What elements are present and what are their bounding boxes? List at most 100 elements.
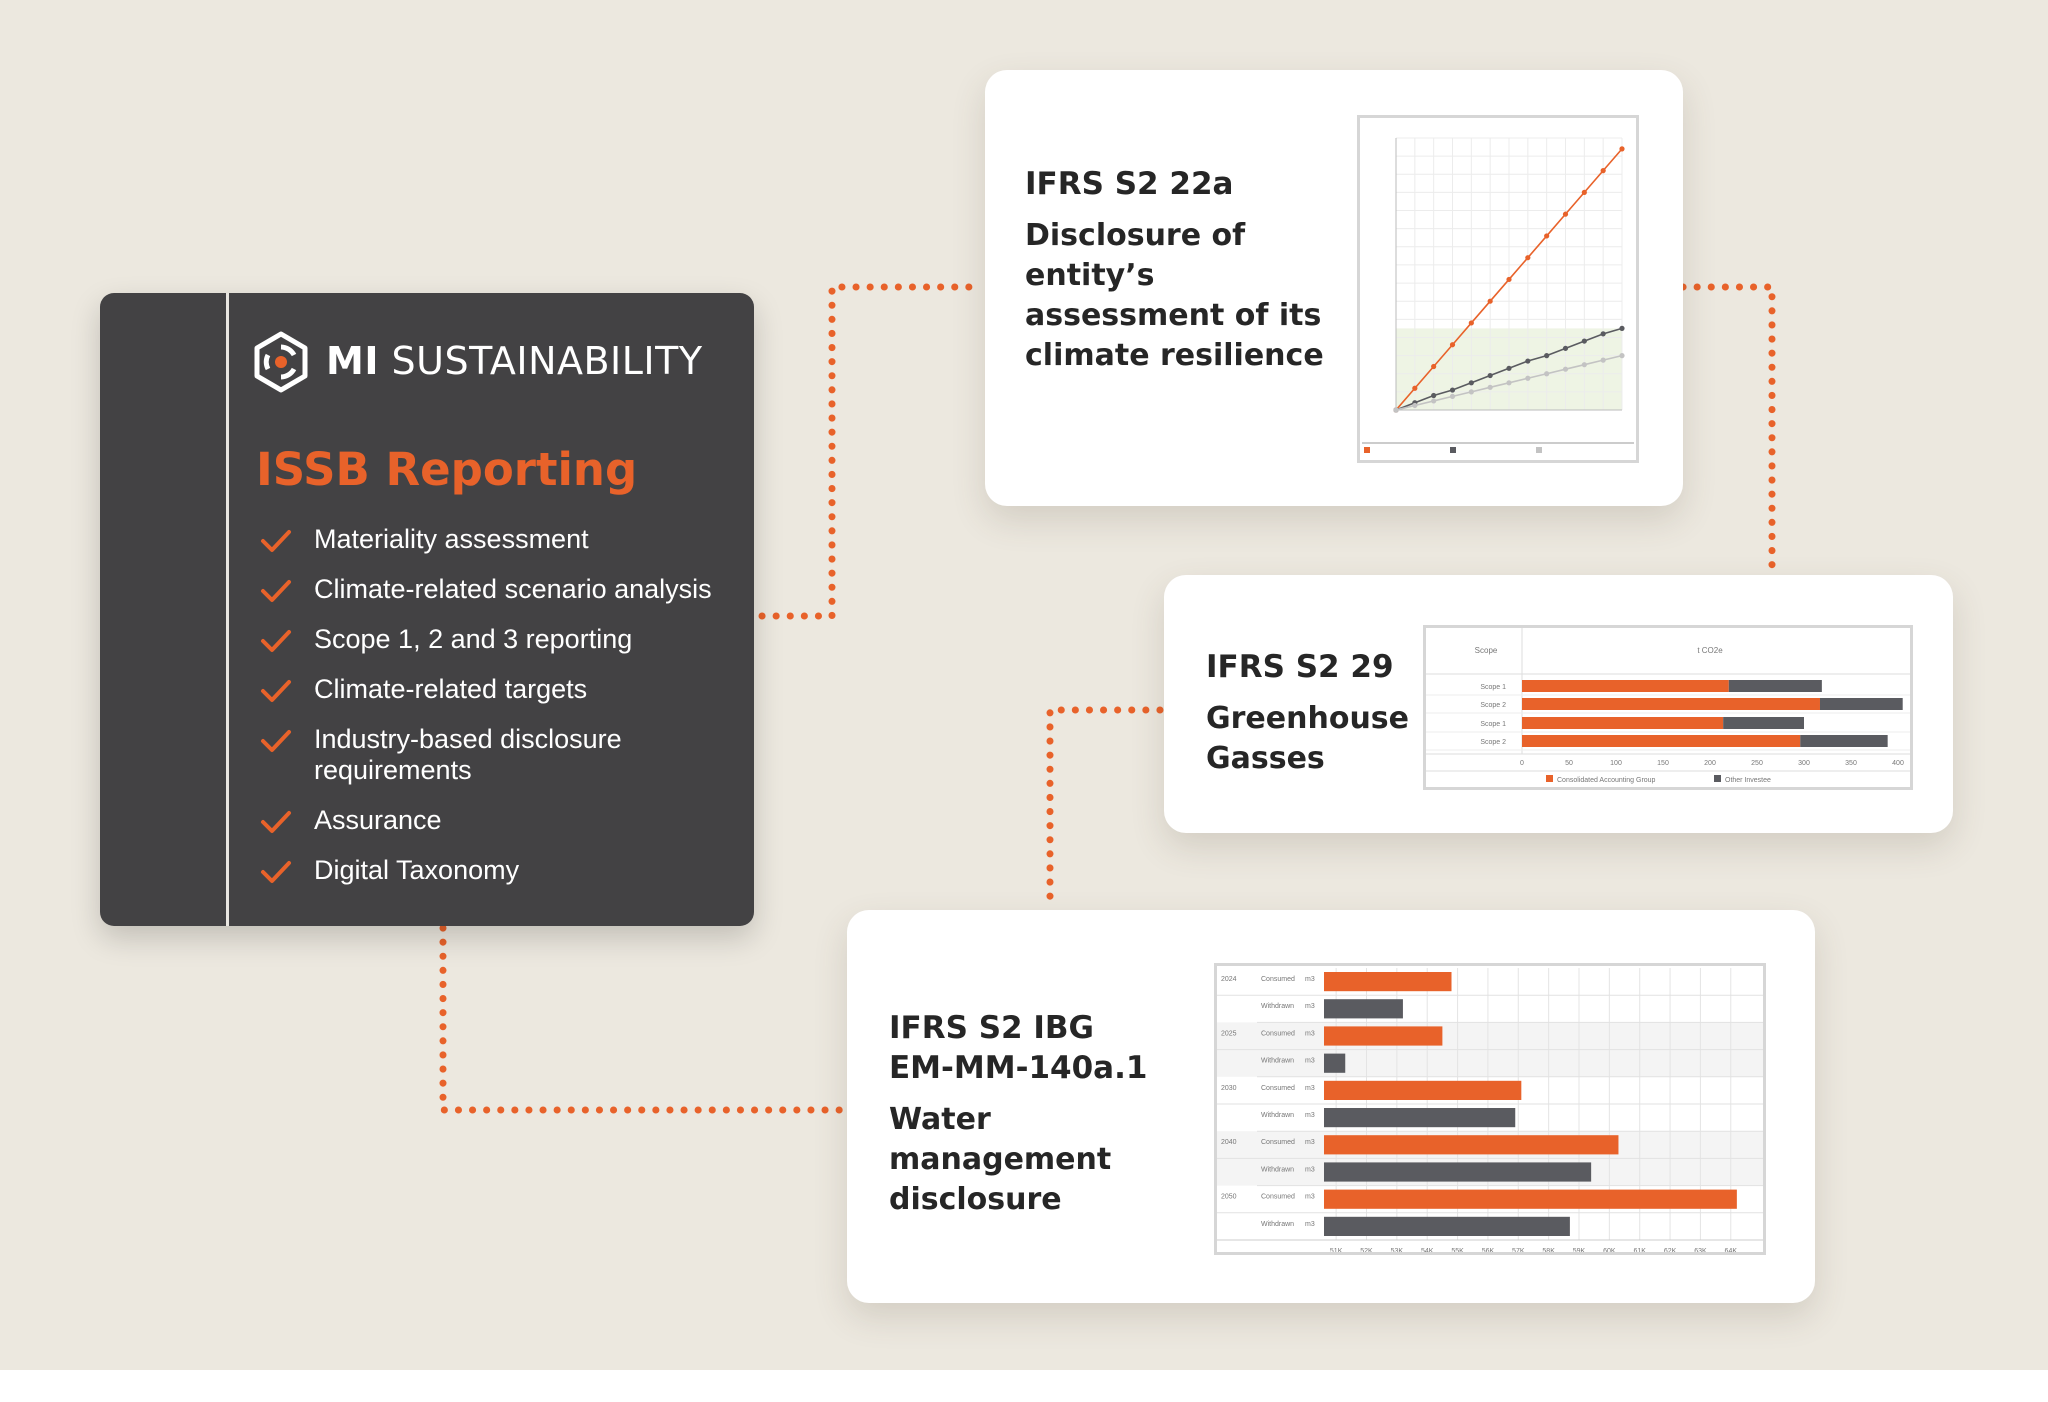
type-label: Consumed: [1261, 976, 1295, 983]
check-icon: [261, 680, 291, 702]
type-label: Consumed: [1261, 1194, 1295, 1201]
column-header-scope: Scope: [1475, 646, 1498, 655]
data-point: [1506, 365, 1512, 371]
data-point: [1581, 189, 1587, 195]
type-label: Consumed: [1261, 1085, 1295, 1092]
unit-label: m3: [1305, 1085, 1315, 1092]
data-point: [1562, 366, 1569, 372]
x-tick-label: 57K: [1512, 1248, 1525, 1252]
water-card-subtitle: Water management disclosure: [889, 1102, 1112, 1217]
check-icon: [261, 811, 291, 833]
data-point: [1600, 331, 1606, 337]
category-label: Scope 2: [1480, 739, 1506, 746]
mi-hexagon-icon: [254, 331, 308, 393]
connector-ghg-to-water: [1046, 706, 1164, 909]
water-bar: [1324, 1053, 1346, 1073]
data-point: [1544, 233, 1550, 239]
data-point: [1581, 362, 1587, 368]
check-icon: [261, 630, 291, 652]
ghg-card-title: IFRS S2 29: [1206, 649, 1394, 685]
water-bar: [1324, 1189, 1737, 1209]
brand-name: MI SUSTAINABILITY: [326, 339, 703, 383]
resilience-card-subtitle: Disclosure of entity’s assessment of its…: [1025, 218, 1324, 373]
bar-segment: [1522, 698, 1820, 710]
x-tick-label: 63K: [1694, 1248, 1707, 1252]
unit-label: m3: [1305, 1139, 1315, 1146]
bar-segment: [1522, 680, 1729, 692]
x-tick-label: 100: [1610, 760, 1622, 767]
data-point: [1468, 320, 1474, 326]
data-point: [1449, 393, 1456, 399]
x-tick-label: 250: [1751, 760, 1763, 767]
bar-segment: [1522, 717, 1724, 729]
x-tick-label: 0: [1520, 760, 1524, 767]
panel-title: ISSB Reporting: [256, 443, 638, 496]
check-icon: [261, 730, 291, 752]
category-label: Scope 1: [1480, 721, 1506, 728]
data-point: [1412, 402, 1418, 409]
data-point: [1431, 392, 1437, 399]
data-point: [1581, 338, 1587, 344]
x-tick-label: 59K: [1573, 1248, 1586, 1252]
unit-label: m3: [1305, 1030, 1315, 1037]
unit-label: m3: [1305, 976, 1315, 983]
year-label: 2040: [1221, 1139, 1237, 1146]
x-tick-label: 56K: [1482, 1248, 1495, 1252]
resilience-line-chart: [1362, 137, 1634, 453]
feature-label: Climate-related targets: [314, 674, 588, 704]
year-label: 2025: [1221, 1030, 1237, 1037]
feature-label: Industry-based disclosure requirements: [314, 724, 622, 785]
data-point: [1487, 298, 1493, 304]
data-point: [1431, 363, 1437, 370]
resilience-card: IFRS S2 22a Disclosure of entity’s asses…: [985, 70, 1683, 506]
feature-label: Scope 1, 2 and 3 reporting: [314, 624, 633, 654]
x-tick-label: 52K: [1360, 1248, 1373, 1252]
connector-panel-to-water: [439, 924, 849, 1114]
feature-label: Assurance: [314, 805, 442, 835]
unit-label: m3: [1305, 1166, 1315, 1173]
legend-swatch: [1450, 447, 1456, 453]
water-bar-chart: 2024 Consumed m3 Withdrawn m3 2025 Consumed m3 W…: [1217, 968, 1763, 1255]
year-label: 2024: [1221, 976, 1237, 983]
resilience-card-title: IFRS S2 22a: [1025, 166, 1234, 202]
panel-divider: [226, 293, 229, 926]
water-card-title: IFRS S2 IBG EM-MM-140a.1: [889, 1010, 1148, 1086]
legend-label: Consolidated Accounting Group: [1557, 777, 1656, 784]
water-bar: [1324, 1162, 1592, 1182]
data-point: [1619, 353, 1625, 359]
x-tick-label: 64K: [1725, 1248, 1738, 1252]
check-icon: [261, 530, 291, 552]
unit-label: m3: [1305, 1221, 1315, 1228]
data-point: [1487, 384, 1493, 390]
connector-panel-to-resilience: [758, 283, 984, 620]
legend-swatch: [1714, 775, 1721, 782]
water-bar: [1324, 1026, 1443, 1046]
unit-label: m3: [1305, 1194, 1315, 1201]
bar-segment: [1723, 717, 1804, 729]
ghg-card-subtitle: Greenhouse Gasses: [1206, 701, 1409, 776]
data-point: [1525, 255, 1531, 261]
type-label: Consumed: [1261, 1139, 1295, 1146]
x-tick-label: 50: [1565, 760, 1573, 767]
year-label: 2050: [1221, 1194, 1237, 1201]
legend-swatch: [1364, 447, 1370, 453]
bar-segment: [1728, 680, 1822, 692]
ghg-chart: Scope t CO2e Scope 1 Scope 2 Scope 1 Scope 2 0…: [1423, 625, 1913, 790]
data-point: [1600, 357, 1606, 363]
data-point: [1619, 146, 1625, 152]
data-point: [1562, 211, 1569, 217]
connector-resilience-to-ghg: [1679, 283, 1776, 574]
x-tick-label: 60K: [1603, 1248, 1616, 1252]
data-point: [1487, 372, 1493, 379]
year-label: 2030: [1221, 1085, 1237, 1092]
legend-swatch: [1536, 447, 1542, 453]
data-point: [1562, 345, 1569, 351]
unit-label: m3: [1305, 1003, 1315, 1010]
resilience-chart: [1357, 115, 1639, 463]
water-bar: [1324, 1080, 1522, 1100]
data-point: [1449, 342, 1456, 348]
x-tick-label: 54K: [1421, 1248, 1434, 1252]
data-point: [1393, 407, 1399, 413]
feature-label: Materiality assessment: [314, 524, 589, 554]
diagram-canvas: MI SUSTAINABILITY ISSB Reporting Materia…: [0, 0, 2048, 1370]
